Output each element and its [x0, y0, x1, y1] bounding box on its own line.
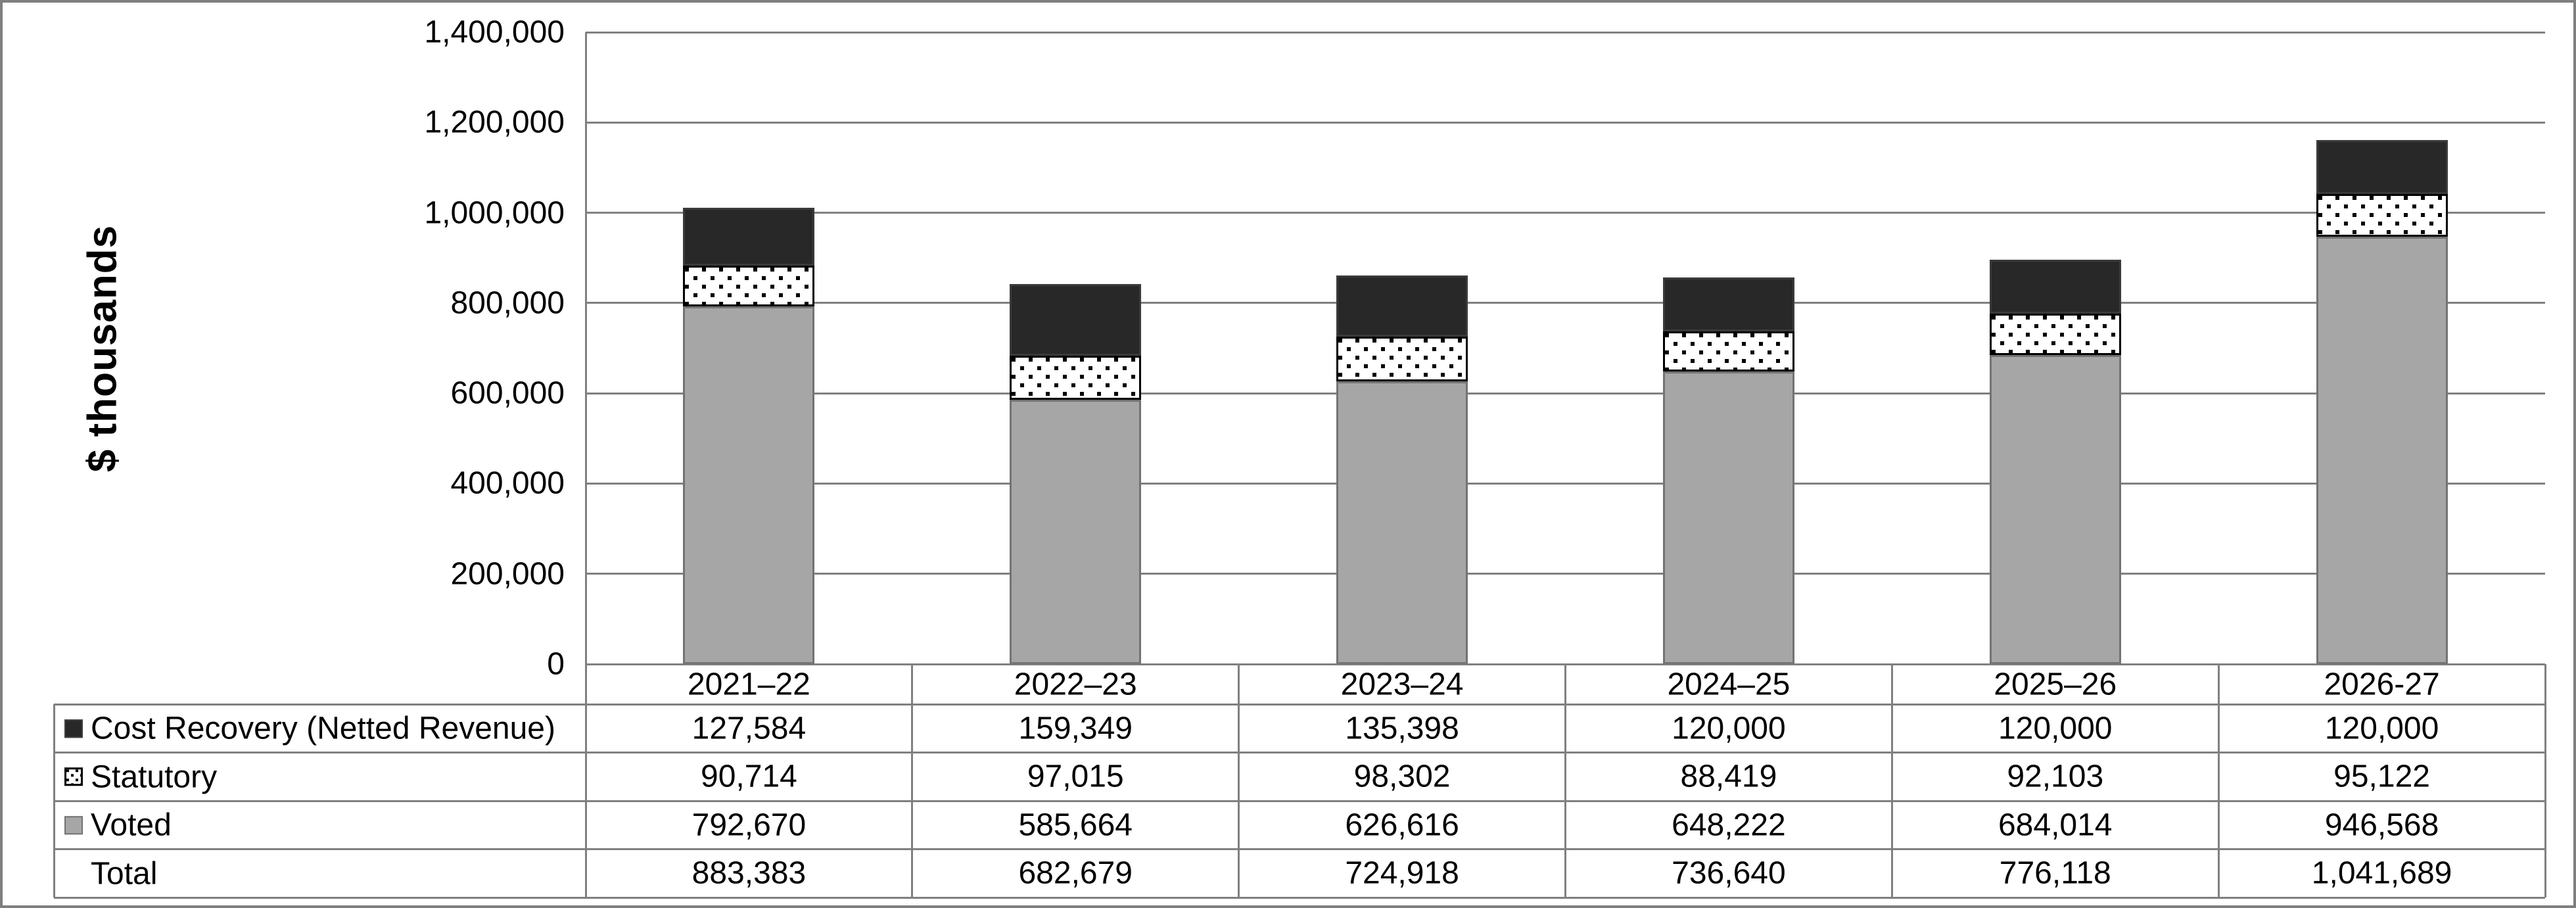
bar-segment-statutory	[2316, 193, 2448, 237]
table-row-label: Voted	[54, 801, 586, 849]
table-value-cell: 135,398	[1345, 711, 1459, 746]
gridline	[586, 31, 2545, 34]
table-value-cell: 883,383	[691, 855, 807, 891]
table-header-year: 2022–23	[1014, 667, 1137, 702]
y-axis-tick-label: 0	[547, 646, 565, 682]
table-border-h	[54, 848, 2545, 850]
bar-segment-voted	[1010, 399, 1142, 664]
table-value-cell: 776,118	[1999, 855, 2111, 891]
legend-label-text: Voted	[91, 807, 172, 843]
legend-label-text: Statutory	[91, 759, 218, 794]
bar-segment-statutory	[1010, 356, 1142, 400]
table-header-year: 2021–22	[687, 667, 810, 702]
bar-segment-voted	[683, 306, 815, 664]
table-value-cell: 1,041,689	[2311, 855, 2452, 891]
table-header-year: 2026-27	[2324, 667, 2440, 702]
bar-segment-cost-recovery-netted-revenue-	[2316, 139, 2448, 194]
table-value-cell: 724,918	[1345, 855, 1459, 891]
table-border-h	[54, 703, 2545, 705]
y-axis-tick-label: 200,000	[450, 556, 565, 592]
y-axis-title: $ thousands	[80, 224, 126, 473]
table-value-cell: 97,015	[1027, 759, 1124, 794]
table-value-cell: 684,014	[1998, 807, 2113, 843]
table-border-v	[1564, 664, 1566, 897]
table-row-label: Cost Recovery (Netted Revenue)	[54, 704, 586, 753]
table-value-cell: 159,349	[1018, 711, 1133, 746]
table-header-year: 2024–25	[1667, 667, 1791, 702]
table-header-year: 2023–24	[1340, 667, 1464, 702]
gridline	[586, 573, 2545, 575]
gridline	[586, 212, 2545, 214]
bar-segment-statutory	[1662, 331, 1794, 372]
table-border-v	[53, 704, 55, 897]
table-value-cell: 626,616	[1345, 807, 1459, 843]
table-border-h	[54, 896, 2545, 899]
table-border-v	[1890, 664, 1893, 897]
bar-segment-statutory	[1336, 337, 1468, 381]
table-value-cell: 127,584	[691, 711, 807, 746]
bar-segment-cost-recovery-netted-revenue-	[1662, 277, 1794, 332]
table-header-year: 2025–26	[1994, 667, 2117, 702]
table-row-label: Total	[54, 849, 586, 898]
y-axis-tick-label: 600,000	[450, 375, 565, 411]
table-value-cell: 92,103	[2007, 759, 2104, 794]
y-axis-tick-label: 1,200,000	[424, 105, 565, 140]
table-border-v	[2544, 664, 2546, 897]
y-axis-tick-label: 800,000	[450, 285, 565, 321]
table-border-v	[911, 664, 914, 897]
bar-segment-voted	[1989, 355, 2121, 664]
table-value-cell: 792,670	[691, 807, 807, 843]
table-border-v	[1238, 664, 1240, 897]
table-value-cell: 120,000	[1998, 711, 2113, 746]
table-value-cell: 90,714	[701, 759, 797, 794]
table-row-label: Statutory	[54, 753, 586, 801]
bar-segment-cost-recovery-netted-revenue-	[683, 208, 815, 266]
table-value-cell: 120,000	[1672, 711, 1786, 746]
table-value-cell: 88,419	[1680, 759, 1777, 794]
table-value-cell: 95,122	[2333, 759, 2430, 794]
table-border-h	[54, 800, 2545, 802]
statutory-legend-swatch	[64, 767, 83, 786]
bar-segment-voted	[2316, 237, 2448, 664]
bar-segment-statutory	[1989, 314, 2121, 356]
y-axis-tick-label: 1,400,000	[424, 14, 565, 50]
legend-label-text: Cost Recovery (Netted Revenue)	[91, 711, 555, 746]
table-value-cell: 585,664	[1018, 807, 1133, 843]
bar-segment-cost-recovery-netted-revenue-	[1010, 284, 1142, 356]
bar-segment-cost-recovery-netted-revenue-	[1336, 275, 1468, 337]
table-value-cell: 682,679	[1018, 855, 1133, 891]
y-axis-tick-label: 400,000	[450, 466, 565, 501]
bar-segment-voted	[1662, 371, 1794, 664]
gridline	[586, 482, 2545, 485]
table-value-cell: 946,568	[2324, 807, 2439, 843]
y-axis-tick-label: 1,000,000	[424, 195, 565, 231]
bar-segment-cost-recovery-netted-revenue-	[1989, 259, 2121, 314]
cost-recovery-legend-swatch	[64, 719, 83, 738]
bar-segment-statutory	[683, 265, 815, 306]
table-value-cell: 648,222	[1672, 807, 1786, 843]
bar-segment-voted	[1336, 381, 1468, 664]
table-border-v	[2217, 664, 2220, 897]
gridline	[586, 392, 2545, 394]
table-value-cell: 736,640	[1672, 855, 1786, 891]
table-border-h	[54, 752, 2545, 753]
legend-label-text: Total	[91, 855, 158, 891]
y-axis-line	[584, 32, 587, 897]
table-value-cell: 98,302	[1353, 759, 1451, 794]
voted-legend-swatch	[64, 815, 83, 834]
table-value-cell: 120,000	[2324, 711, 2439, 746]
gridline	[586, 302, 2545, 304]
gridline	[586, 121, 2545, 124]
